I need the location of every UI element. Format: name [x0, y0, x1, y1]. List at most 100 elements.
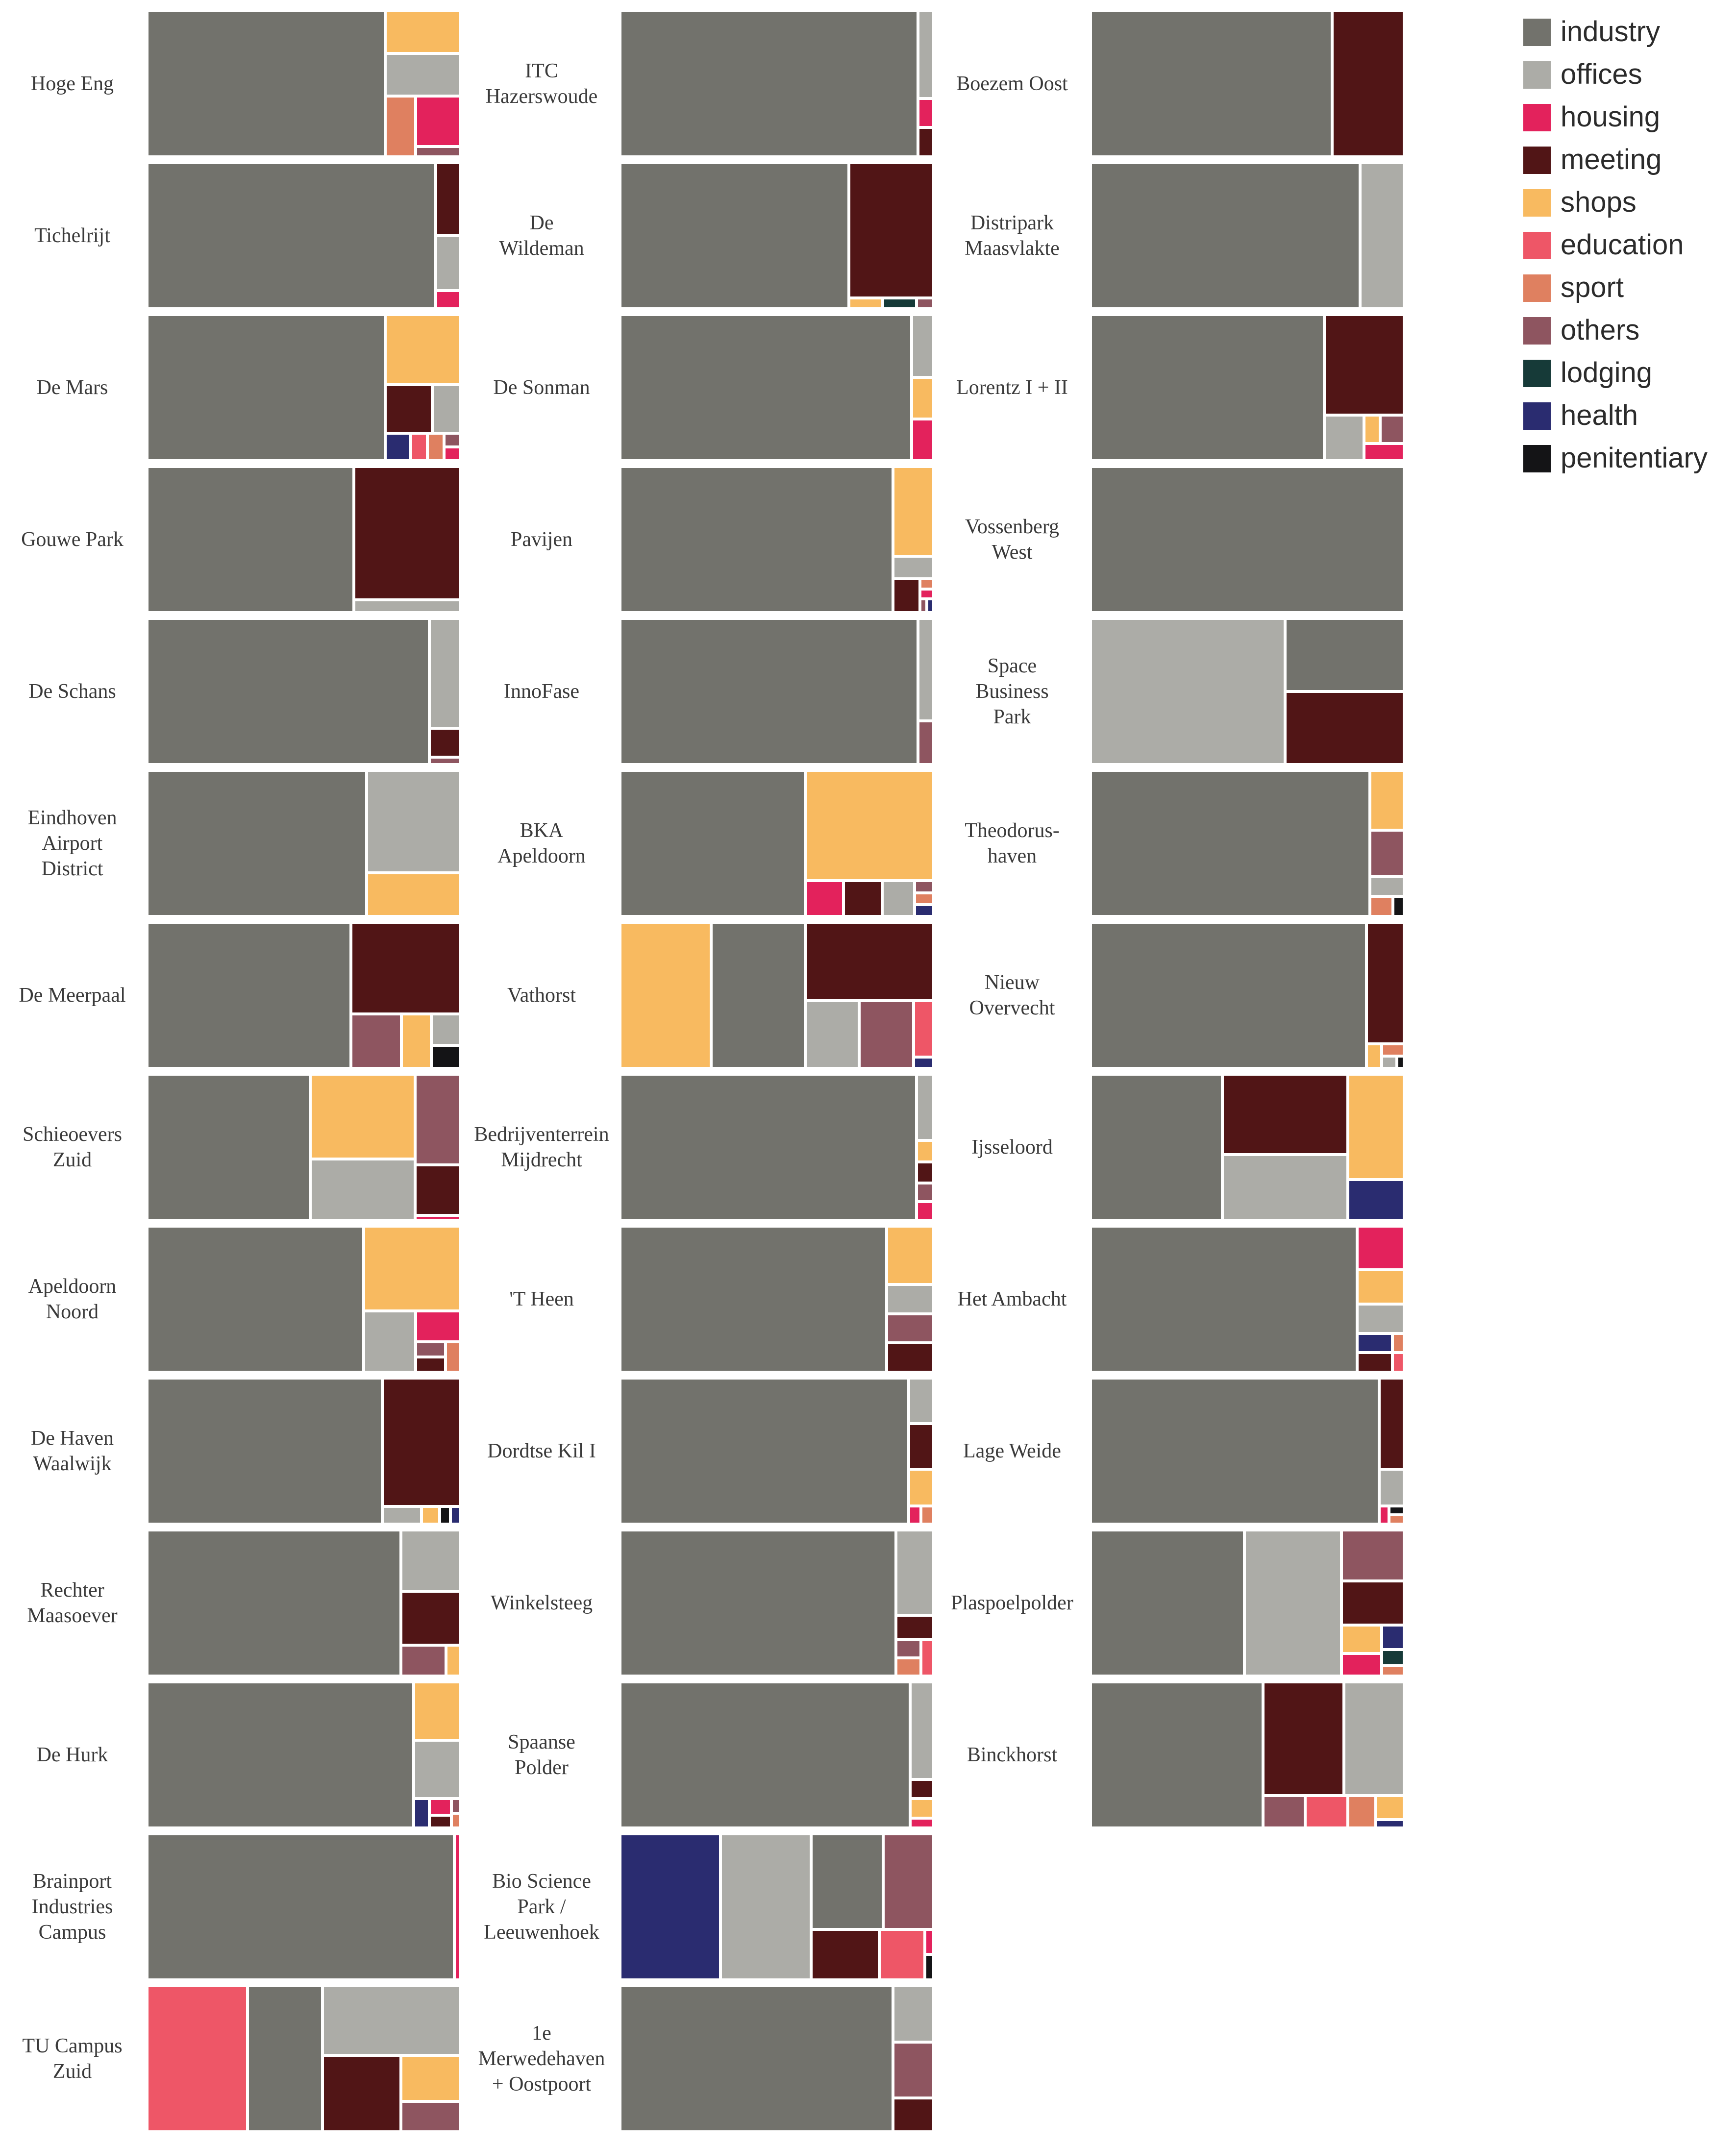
treemap-cell-education	[921, 1639, 934, 1676]
treemap	[147, 1074, 461, 1220]
treemap-cell-offices	[887, 1284, 934, 1314]
treemap-cell-meeting	[435, 163, 461, 236]
treemap-cell-offices	[1244, 1530, 1341, 1676]
panel-label: BKA Apeldoorn	[497, 819, 586, 867]
treemap-cell-shops	[367, 872, 461, 916]
treemap-cell-industry	[620, 1378, 909, 1524]
treemap-cell-education	[879, 1929, 925, 1980]
treemap-cell-industry	[620, 1682, 910, 1828]
treemap-cell-health	[450, 1506, 461, 1524]
treemap	[1091, 618, 1404, 765]
legend-item-education: education	[1523, 228, 1736, 262]
treemap-cell-shops	[422, 1506, 440, 1524]
treemap-cell-industry	[147, 770, 367, 916]
treemap-cell-offices	[916, 1074, 934, 1141]
treemap-cell-others	[916, 1183, 934, 1202]
legend-item-health: health	[1523, 398, 1736, 433]
treemap-cell-industry	[811, 1834, 884, 1929]
treemap-cell-health	[620, 1834, 720, 1980]
panel-label: De Schans	[28, 680, 116, 703]
treemap-cell-offices	[414, 1740, 461, 1799]
panel-label: 'T Heen	[509, 1288, 574, 1310]
treemap-cell-housing	[444, 447, 461, 461]
treemap	[147, 770, 461, 916]
treemap-cell-meeting	[1366, 922, 1404, 1044]
treemap-cell-meeting	[843, 881, 883, 916]
treemap-cell-shops	[310, 1074, 416, 1159]
treemap-cell-industry	[1091, 770, 1370, 916]
treemap-cell-others	[914, 881, 934, 893]
treemap	[147, 1226, 461, 1372]
panel-label: De Mars	[36, 376, 108, 399]
treemap-cell-shops	[1369, 770, 1404, 830]
treemap-cell-sport	[1382, 1666, 1404, 1676]
panel-label: De Hurk	[36, 1744, 108, 1766]
panel-label: Nieuw Overvecht	[969, 971, 1055, 1019]
treemap-cell-industry	[147, 467, 354, 613]
treemap-cell-penitentiary	[1389, 1505, 1404, 1515]
treemap-cell-housing	[415, 96, 461, 147]
panel-label: Winkelsteeg	[490, 1592, 593, 1614]
treemap-cell-meeting	[416, 1357, 446, 1372]
treemap-cell-health	[1382, 1625, 1404, 1650]
legend-swatch	[1523, 402, 1551, 430]
treemap	[620, 1074, 934, 1220]
legend-swatch	[1523, 360, 1551, 387]
treemap-cell-offices	[1379, 1469, 1404, 1506]
treemap-cell-shops	[385, 11, 461, 53]
treemap	[147, 618, 461, 765]
treemap-cell-meeting	[354, 467, 461, 600]
panel-label: TU Campus Zuid	[22, 2035, 123, 2083]
legend-label: lodging	[1561, 357, 1653, 389]
treemap-cell-shops	[414, 1682, 461, 1741]
legend-label: industry	[1561, 16, 1661, 48]
treemap-cell-meeting	[908, 1424, 934, 1470]
treemap-cell-meeting	[849, 163, 934, 298]
treemap-cell-industry	[620, 11, 918, 157]
panel-label: Schieoevers Zuid	[23, 1123, 122, 1171]
treemap-cell-penitentiary	[1396, 1056, 1404, 1068]
panel-label: Theodorus- haven	[965, 819, 1060, 867]
treemap-cell-penitentiary	[924, 1954, 934, 1980]
treemap-cell-housing	[916, 1202, 934, 1220]
treemap-cell-shops	[1366, 1044, 1382, 1068]
treemap-cell-industry	[1091, 1378, 1379, 1524]
treemap-cell-industry	[1091, 315, 1324, 461]
treemap-cell-sport	[451, 1813, 461, 1828]
treemap-cell-industry	[147, 11, 386, 157]
legend-item-penitentiary: penitentiary	[1523, 441, 1736, 475]
treemap-cell-shops	[805, 770, 934, 881]
treemap-cell-offices	[1091, 618, 1285, 765]
treemap-cell-shops	[1347, 1074, 1404, 1180]
treemap	[620, 922, 934, 1068]
treemap-cell-industry	[1091, 1226, 1357, 1372]
treemap-cell-industry	[1091, 1530, 1244, 1676]
treemap-cell-sport	[1347, 1795, 1376, 1828]
treemap-cell-meeting	[1324, 315, 1404, 415]
treemap-cell-lodging	[1382, 1649, 1404, 1666]
treemap-cell-offices	[1222, 1154, 1348, 1220]
panel-label: Eindhoven Airport District	[27, 807, 117, 880]
legend-swatch	[1523, 189, 1551, 217]
panel-label: Lorentz I + II	[956, 376, 1068, 399]
panel-label: Rechter Maasoever	[27, 1579, 118, 1627]
treemap	[620, 11, 934, 157]
legend-item-lodging: lodging	[1523, 356, 1736, 390]
treemap-cell-housing	[1379, 1505, 1389, 1524]
treemap-cell-others	[883, 1834, 934, 1929]
treemap-cell-meeting	[893, 579, 920, 613]
treemap-cell-sport	[921, 1505, 934, 1524]
treemap-cell-industry	[620, 315, 912, 461]
panel-label: Het Ambacht	[957, 1288, 1067, 1310]
legend-item-sport: sport	[1523, 271, 1736, 305]
treemap-cell-offices	[908, 1378, 934, 1424]
treemap	[1091, 1074, 1404, 1220]
treemap-cell-offices	[429, 618, 461, 728]
treemap-cell-industry	[147, 1378, 382, 1524]
treemap-cell-offices	[896, 1530, 934, 1615]
treemap-cell-meeting	[1222, 1074, 1348, 1155]
panel-label: Bedrijventerrein Mijdrecht	[474, 1123, 609, 1171]
treemap-cell-others	[400, 2101, 461, 2132]
treemap	[147, 1834, 461, 1980]
legend-swatch	[1523, 274, 1551, 302]
